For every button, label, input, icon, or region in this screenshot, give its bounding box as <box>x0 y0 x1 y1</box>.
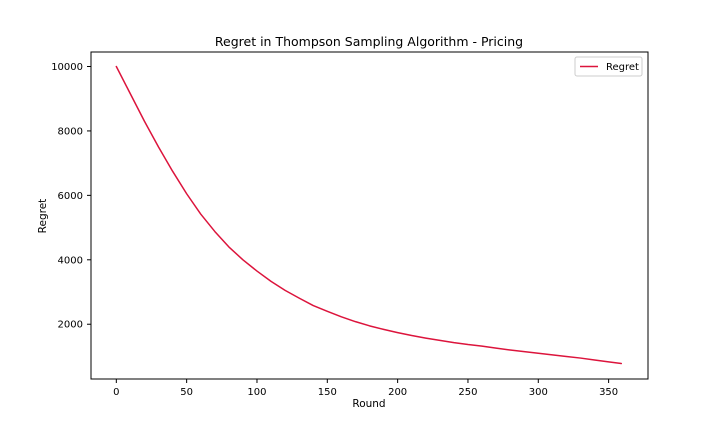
legend: Regret <box>574 56 643 77</box>
legend-box <box>574 56 643 77</box>
y-tick-label: 4000 <box>58 255 83 266</box>
plot-frame <box>90 51 649 380</box>
x-tick-label: 0 <box>113 387 119 398</box>
y-axis-label: Regret <box>37 199 49 234</box>
ticks-layer: 0 50 100 150 200 250 300 350 2000 4000 6000 8000 100… <box>51 62 618 398</box>
y-tick-label: 6000 <box>58 191 83 202</box>
y-tick-label: 8000 <box>58 126 83 137</box>
x-tick-label: 300 <box>529 387 548 398</box>
y-tick-label: 10000 <box>51 62 83 73</box>
legend-label-regret: Regret <box>606 62 639 73</box>
x-tick-label: 100 <box>247 387 266 398</box>
x-tick-label: 150 <box>318 387 337 398</box>
series-layer <box>115 65 623 365</box>
axes-layer <box>90 51 649 380</box>
x-tick-label: 350 <box>599 387 618 398</box>
chart-title: Regret in Thompson Sampling Algorithm - … <box>215 34 523 49</box>
x-tick-label: 200 <box>388 387 407 398</box>
series-line-regret <box>115 65 623 365</box>
x-tick-label: 50 <box>180 387 193 398</box>
y-tick-label: 2000 <box>58 320 83 331</box>
x-axis-label: Round <box>352 398 385 410</box>
x-tick-label: 250 <box>458 387 477 398</box>
